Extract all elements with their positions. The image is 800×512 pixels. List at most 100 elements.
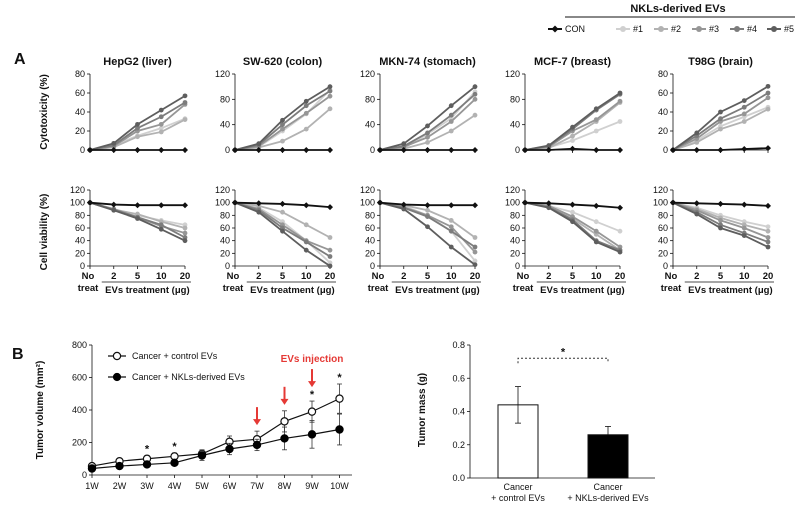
data-point — [765, 106, 771, 112]
y-tick-label: 80 — [75, 210, 85, 220]
legend-swatch-marker — [620, 26, 626, 32]
x-tick-label: 20 — [180, 271, 191, 282]
y-tick-label: 20 — [75, 126, 85, 136]
x-tick-label: 5 — [135, 271, 141, 282]
data-point — [401, 206, 407, 212]
data-point — [593, 147, 600, 153]
data-point — [327, 235, 333, 240]
data-point — [765, 90, 771, 96]
data-point — [472, 262, 478, 268]
legend-swatch-marker — [734, 26, 740, 32]
data-point — [617, 98, 623, 104]
y-tick-label: 0 — [82, 470, 87, 480]
data-point — [741, 111, 747, 117]
y-tick-label: 0 — [225, 145, 230, 155]
x-tick-label: 5 — [425, 271, 431, 282]
legend-nkl-label: Cancer + NKLs-derived EVs — [132, 372, 245, 382]
y-tick-label: 120 — [215, 69, 230, 79]
y-tick-label: 200 — [72, 438, 87, 448]
data-point — [765, 239, 771, 245]
series-line — [91, 428, 340, 470]
data-point — [448, 112, 454, 118]
data-point — [158, 129, 164, 135]
legend-entry: #5 — [767, 24, 794, 34]
data-point — [279, 200, 286, 207]
data-point — [303, 103, 309, 109]
data-point — [765, 235, 771, 240]
data-point — [232, 147, 238, 153]
data-point — [252, 440, 262, 450]
data-point — [545, 147, 552, 153]
x-tick-label: No — [82, 271, 95, 282]
data-point — [158, 222, 164, 228]
y-tick-label: 80 — [658, 69, 668, 79]
data-point — [617, 90, 623, 96]
chart-title: HepG2 (liver) — [103, 56, 172, 68]
data-point — [327, 93, 333, 99]
x-tick-label: 6W — [223, 481, 237, 491]
data-point — [225, 444, 234, 454]
data-point — [401, 141, 407, 147]
legend-entry-label: CON — [565, 24, 585, 34]
data-point — [87, 464, 97, 473]
data-point — [448, 202, 455, 209]
data-point — [448, 103, 454, 109]
data-point — [425, 224, 430, 230]
data-point — [718, 116, 723, 122]
x-tick-label: 10 — [446, 271, 457, 282]
y-tick-label: 20 — [510, 248, 520, 258]
data-point — [303, 239, 309, 245]
data-point — [303, 126, 309, 132]
data-point — [158, 121, 164, 127]
legend-entry: CON — [548, 24, 585, 34]
x-axis-label: EVs treatment (μg) — [540, 285, 624, 296]
data-point — [448, 119, 454, 124]
data-point — [110, 147, 117, 153]
data-point — [448, 244, 454, 250]
data-point — [327, 247, 333, 253]
data-point — [280, 434, 289, 443]
significance-star: * — [145, 444, 150, 456]
x-tick-label: No — [517, 271, 530, 282]
y-tick-label: 20 — [220, 248, 230, 258]
data-point — [593, 239, 599, 245]
y-tick-label: 0 — [80, 145, 85, 155]
category-label: + control EVs — [491, 493, 545, 503]
y-tick-label: 40 — [220, 120, 230, 130]
y-tick-label: 80 — [510, 210, 520, 220]
data-point — [593, 219, 599, 225]
y-tick-label: 0 — [225, 261, 230, 271]
x-tick-label: treat — [661, 283, 682, 294]
data-point — [694, 211, 700, 217]
bar — [587, 434, 629, 479]
legend-entry-label: #2 — [671, 24, 681, 34]
data-point — [765, 145, 771, 152]
data-point — [570, 209, 575, 215]
data-point — [158, 125, 164, 131]
chart-title: T98G (brain) — [688, 56, 753, 68]
data-point — [303, 202, 310, 209]
data-point — [197, 451, 207, 460]
cytotoxicity-axis-label: Cytotoxicity (%) — [39, 74, 50, 150]
data-point — [448, 218, 454, 223]
data-point — [255, 200, 262, 207]
y-tick-label: 0 — [515, 261, 520, 271]
significance-star: * — [310, 389, 315, 401]
y-tick-label: 40 — [220, 236, 230, 246]
chart-title: SW-620 (colon) — [243, 56, 323, 68]
data-point — [617, 204, 623, 211]
data-point — [182, 230, 188, 236]
legend-entry: #2 — [654, 24, 681, 34]
viability-axis-label: Cell viability (%) — [39, 194, 50, 271]
y-tick-label: 40 — [365, 120, 375, 130]
data-point — [765, 202, 771, 209]
top-legend: NKLs-derived EVs CON #1 #2 #3 #4 #5 — [548, 3, 795, 34]
data-point — [424, 202, 431, 209]
injection-arrow-head — [253, 419, 261, 426]
data-point — [593, 117, 599, 122]
data-point — [593, 106, 599, 112]
legend-entries: CON #1 #2 #3 #4 #5 — [548, 24, 794, 34]
y-tick-label: 20 — [658, 248, 668, 258]
data-point — [717, 147, 724, 153]
